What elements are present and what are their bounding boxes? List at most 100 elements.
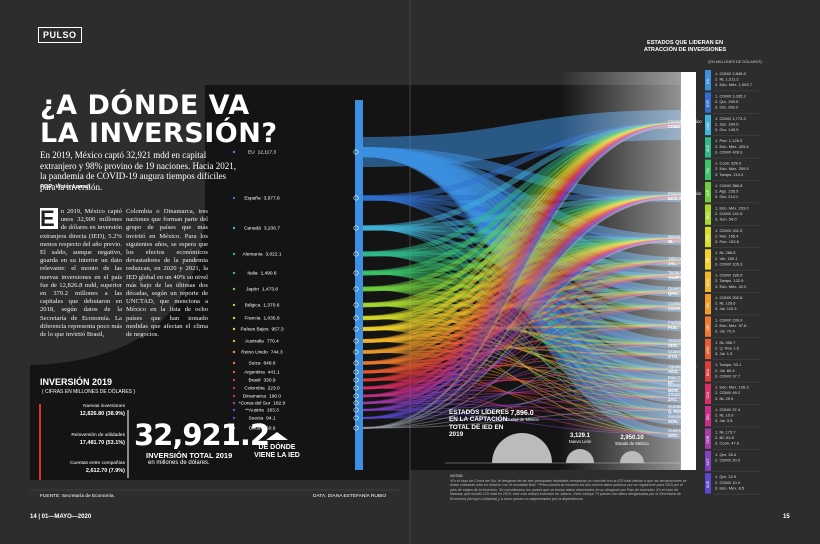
rank-item: 3. NL 29.5 [715, 396, 734, 401]
page-number: 14 | 01—MAYO—2020 [30, 514, 92, 520]
country-label: Otros 560.9 [249, 426, 276, 432]
rank-code: CAN [706, 122, 710, 130]
state-name: Querétaro [668, 286, 688, 291]
country-dot [232, 287, 236, 291]
state-name: Zacatecas [668, 392, 687, 397]
state-label: Baja California BC [668, 375, 696, 385]
rank-code: COL [706, 391, 710, 398]
title-line: ¿A DÓNDE VA [40, 90, 250, 121]
item-value: 12,826.80 (38.9%) [79, 410, 125, 417]
flow-fade [560, 72, 681, 470]
rank-item: 1. Qro. 26.4 [715, 452, 737, 457]
state-name: Veracruz [668, 338, 685, 343]
item-value: 17,481.70 (53.1%) [79, 439, 125, 446]
title-line: LA INVERSIÓN? [40, 118, 278, 149]
country-value: 182.9 [273, 401, 285, 407]
leader-value: 7,896.0 [510, 410, 533, 417]
state-label: Guanajuato GTO. [668, 349, 690, 359]
total-value: 32,921.2 [134, 418, 270, 452]
source-bar [355, 100, 363, 470]
rank-item: 2. Tamps. 132.9 [715, 278, 744, 283]
rank-code: AUS [706, 279, 710, 287]
total-label: INVERSIÓN TOTAL 2019 [146, 451, 233, 460]
leader-value: 3,129.1 [570, 433, 591, 439]
rank-item: 3. Pue. 153.6 [715, 239, 740, 244]
country-label: Dinamarca 190.0 [243, 394, 282, 400]
credit: DATA: DIANA ESTEFANÍA RUBIO [313, 494, 387, 499]
country-value: 223.0 [268, 386, 280, 392]
rank-item: 1. Edo. Méx. 233.0 [715, 205, 749, 210]
country-name: Suecia [248, 416, 263, 422]
state-label: Veracruz VER. [668, 338, 685, 348]
country-dot [232, 394, 236, 398]
rank-item: 1. NL 356.7 [715, 340, 736, 345]
country-value: 3,236.7 [264, 226, 280, 232]
state-name: Jalisco [668, 256, 681, 261]
rank-item: 2. Edo. Méx. 97.6 [715, 323, 747, 328]
arrow [266, 432, 288, 440]
country-dot [232, 370, 236, 374]
country-dot [232, 252, 236, 256]
rank-item: 2. BC 62.8 [715, 435, 735, 440]
country-value: 441.1 [268, 370, 280, 376]
state-abbr: SON. [668, 419, 678, 424]
country-dot [232, 196, 236, 200]
country-value: 770.4 [267, 339, 279, 345]
title: ¿A DÓNDE VA LA INVERSIÓN? [40, 92, 277, 148]
rank-item: 2. Zac. 164.9 [715, 121, 739, 126]
destination-bar [681, 72, 696, 470]
country-label: Francia 1,035.8 [244, 316, 279, 322]
leader-value: 2,950.10 [620, 435, 644, 441]
state-label: Zacatecas ZAC. [668, 392, 687, 402]
country-name: **Austria [245, 408, 264, 414]
country-name: *Corea del Sur [239, 401, 271, 407]
node [353, 393, 359, 399]
rank-tab [705, 159, 711, 180]
country-value: 3,022.1 [265, 252, 281, 258]
rank-tab [705, 473, 711, 494]
rank-item: 2. Ags. 235.5 [715, 189, 739, 194]
country-dot [232, 378, 236, 382]
country-name: EU [248, 150, 255, 156]
country-label: Suiza 648.6 [248, 361, 275, 367]
rank-item: 3. Jal. 70.9 [715, 329, 735, 334]
rank-item: 2. NL 126.6 [715, 301, 736, 306]
rank-tab [705, 338, 711, 360]
leader-circle [620, 451, 644, 463]
rank-code: SUE [706, 480, 710, 488]
country-dot [232, 339, 236, 343]
rank-item: 2. CDMX 99.2 [715, 390, 741, 395]
state-name: Guanajuato [668, 349, 690, 354]
state-label: Coahuila CGOA. [668, 301, 685, 311]
country-label: Colombia 223.0 [244, 386, 280, 392]
country-name: Argentina [244, 370, 265, 376]
source: FUENTE: Secretaría de Economía. [40, 494, 115, 499]
rank-code: BRA [706, 368, 710, 376]
country-dot [232, 361, 236, 365]
country-name: Brasil [248, 378, 260, 384]
rank-item: 1. Pue. 1,128.3 [715, 138, 743, 143]
rank-code: ITA [706, 168, 710, 174]
state-abbr: CGOA. [668, 306, 682, 311]
state-abbr: JAL. [668, 261, 677, 266]
rank-item: 2. CDMX 20.0 [715, 457, 741, 462]
state-label: Jalisco JAL. [668, 256, 681, 266]
country-label: Argentina 441.1 [244, 370, 280, 376]
country-value: 1,490.6 [261, 271, 277, 277]
rank-item: 1. CDMX 1,035.2 [715, 93, 746, 98]
rank-item: 3. Tamps. 219.2 [715, 172, 744, 177]
section-tab: PULSO [38, 27, 82, 43]
node [353, 360, 359, 366]
leaders-title: ESTADOS LÍDERES EN LA CAPTACIÓN TOTAL DE… [449, 409, 509, 438]
rank-tab [705, 182, 711, 203]
country-name: Países Bajos [240, 327, 269, 333]
country-label: Brasil 330.9 [248, 378, 275, 384]
rank-item: 1. CDMX 386.8 [715, 183, 743, 188]
country-dot [232, 386, 236, 390]
rank-tab [705, 294, 711, 315]
country-label: Reino Unido 744.3 [241, 350, 283, 356]
rank-item: 2. Mor. 156.4 [715, 233, 739, 238]
state-name: Morelos [668, 383, 683, 388]
country-label: *Corea del Sur 182.9 [239, 401, 286, 407]
